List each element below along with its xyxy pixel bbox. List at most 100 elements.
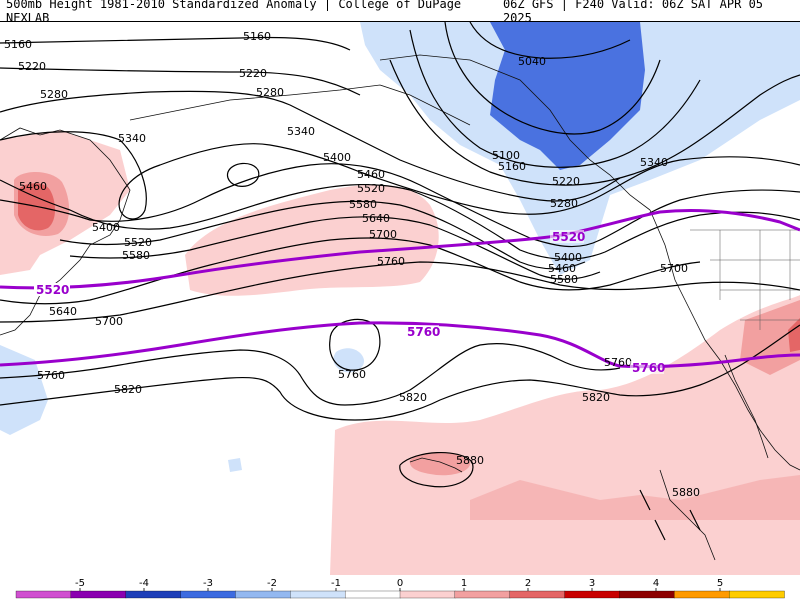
contour-5280-line bbox=[0, 90, 621, 202]
contour-label: 5340 bbox=[287, 125, 315, 138]
contour-label: 5760 bbox=[604, 356, 632, 369]
scale-tick-label: 1 bbox=[461, 578, 467, 589]
contour-5100-line bbox=[444, 22, 661, 135]
scale-segment bbox=[509, 590, 566, 599]
contour-5340-line bbox=[0, 131, 800, 220]
highlight-label-5520: 5520 bbox=[552, 230, 585, 244]
highlight-label-5520: 5520 bbox=[36, 283, 69, 297]
header-left-title: 500mb Height 1981-2010 Standardized Anom… bbox=[6, 0, 462, 25]
neg-anomaly-light-pacific-west bbox=[0, 345, 48, 435]
map-header: 500mb Height 1981-2010 Standardized Anom… bbox=[0, 0, 800, 25]
scale-segment bbox=[70, 590, 127, 599]
contour-5040-line bbox=[469, 22, 631, 59]
contour-label: 5580 bbox=[550, 273, 578, 286]
neg-anomaly-dark-gulf bbox=[490, 22, 645, 170]
scale-tick-label: -5 bbox=[75, 578, 85, 589]
contour-label: 5220 bbox=[239, 67, 267, 80]
scale-tick-label: 5 bbox=[717, 578, 723, 589]
contour-label: 5640 bbox=[362, 212, 390, 225]
scale-tick-label: 4 bbox=[653, 578, 659, 589]
contour-label: 5220 bbox=[552, 175, 580, 188]
contour-label: 5400 bbox=[554, 251, 582, 264]
contour-5820-line bbox=[0, 324, 800, 421]
scale-segment bbox=[674, 590, 730, 599]
scale-segment bbox=[180, 590, 237, 599]
contour-label-group: 5160 5160 5160 5220 5220 5220 5280 5280 … bbox=[4, 30, 700, 499]
highlight-contours bbox=[0, 208, 800, 369]
anomaly-shading bbox=[0, 22, 800, 575]
contour-label: 5760 bbox=[338, 368, 366, 381]
anomaly-map: 5160 5160 5160 5220 5220 5220 5280 5280 … bbox=[0, 22, 800, 575]
scale-segment bbox=[399, 590, 456, 599]
scale-tick-label: -4 bbox=[139, 578, 149, 589]
contour-label: 5580 bbox=[349, 198, 377, 211]
coast-mexico bbox=[659, 469, 716, 561]
contour-label: 5160 bbox=[243, 30, 271, 43]
contour-label: 5700 bbox=[95, 315, 123, 328]
contour-5700-line bbox=[0, 261, 800, 323]
contour-label: 5760 bbox=[377, 255, 405, 268]
contour-5460-line bbox=[0, 179, 800, 260]
hawaii-islands bbox=[409, 457, 463, 473]
contour-label: 5400 bbox=[323, 151, 351, 164]
contour-label: 5100 bbox=[492, 149, 520, 162]
contour-label: 5880 bbox=[456, 454, 484, 467]
contour-label: 5040 bbox=[518, 55, 546, 68]
coast-baja bbox=[724, 354, 769, 459]
contour-label: 5280 bbox=[550, 197, 578, 210]
scale-segment bbox=[564, 590, 621, 599]
contour-5760-line bbox=[0, 318, 621, 406]
highlight-label-5760: 5760 bbox=[632, 361, 665, 375]
neg-anomaly-light-small-b bbox=[228, 458, 242, 472]
contour-label: 5400 bbox=[92, 221, 120, 234]
pos-anomaly-med-mexico bbox=[470, 475, 800, 520]
contour-5880-line bbox=[399, 452, 701, 541]
contour-5160-line bbox=[0, 36, 351, 51]
contour-label: 5760 bbox=[37, 369, 65, 382]
contour-label: 5700 bbox=[369, 228, 397, 241]
scale-tick-label: 2 bbox=[525, 578, 531, 589]
closed-low-aleutian bbox=[226, 162, 260, 187]
contour-label: 5700 bbox=[660, 262, 688, 275]
contour-label: 5520 bbox=[124, 236, 152, 249]
scale-tick-label: -3 bbox=[203, 578, 213, 589]
header-right-title: 06Z GFS | F240 Valid: 06Z SAT APR 05 202… bbox=[502, 0, 764, 25]
color-scale-bar: -5 -4 -3 -2 -1 0 1 2 3 4 5 bbox=[15, 578, 785, 599]
contour-label: 5640 bbox=[49, 305, 77, 318]
contour-label: 5460 bbox=[357, 168, 385, 181]
highlight-label-group: 5520 5520 5760 5760 bbox=[34, 230, 665, 375]
scale-tick-label: 3 bbox=[589, 578, 595, 589]
contour-5580-line bbox=[69, 216, 601, 280]
height-contours bbox=[0, 22, 800, 541]
contour-5160-east bbox=[409, 29, 701, 168]
highlight-label-5760: 5760 bbox=[407, 325, 440, 339]
contour-label: 5160 bbox=[4, 38, 32, 51]
scale-segment bbox=[728, 590, 785, 599]
scale-tick-labels: -5 -4 -3 -2 -1 0 1 2 3 4 5 bbox=[75, 578, 723, 591]
scale-tick-label: -1 bbox=[331, 578, 341, 589]
contour-5220-east bbox=[389, 59, 800, 186]
scale-segment bbox=[454, 590, 511, 599]
scale-segment bbox=[235, 590, 291, 599]
contour-label: 5880 bbox=[672, 486, 700, 499]
contour-label: 5340 bbox=[118, 132, 146, 145]
contour-label: 5820 bbox=[399, 391, 427, 404]
contour-label: 5280 bbox=[256, 86, 284, 99]
contour-5640-line bbox=[0, 237, 701, 305]
contour-label: 5580 bbox=[122, 249, 150, 262]
neg-anomaly-light-small-a bbox=[333, 348, 365, 373]
highlight-5520-line bbox=[0, 208, 800, 290]
scale-tick-label: 0 bbox=[397, 578, 403, 589]
pos-anomaly-med-hawaii bbox=[409, 451, 471, 476]
scale-segment bbox=[15, 590, 72, 599]
us-state-borders bbox=[690, 229, 800, 330]
contour-label: 5280 bbox=[40, 88, 68, 101]
contour-label: 5160 bbox=[498, 160, 526, 173]
contour-5400-line bbox=[0, 163, 800, 248]
contour-label: 5820 bbox=[114, 383, 142, 396]
coast-aleutians bbox=[129, 84, 471, 126]
contour-label: 5340 bbox=[640, 156, 668, 169]
scale-tick-label: -2 bbox=[267, 578, 277, 589]
contour-label: 5520 bbox=[357, 182, 385, 195]
